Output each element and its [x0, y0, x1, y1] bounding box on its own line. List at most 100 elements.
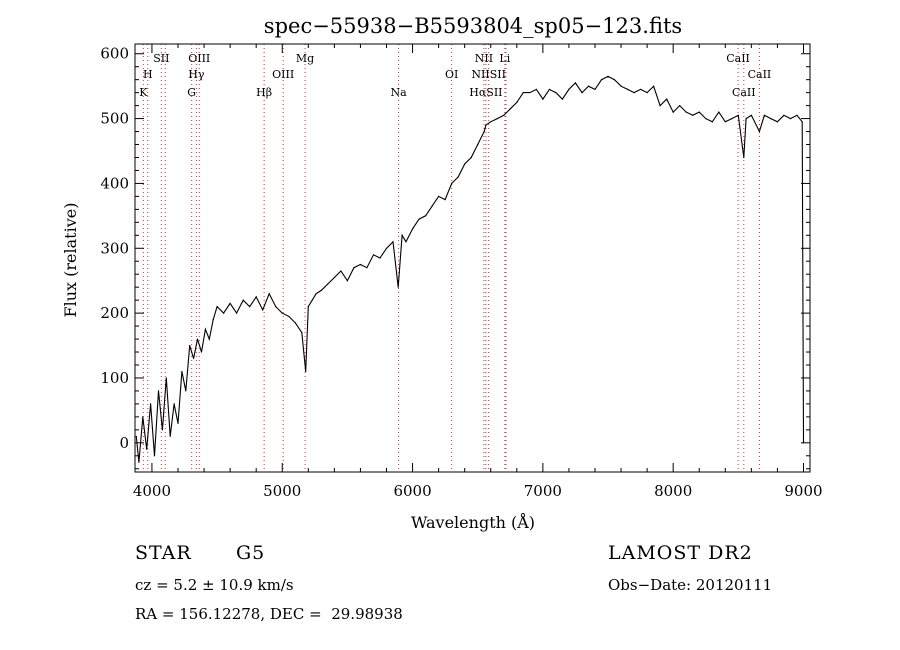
- x-axis-label: Wavelength (Å): [411, 512, 535, 532]
- spectrum-point: [633, 92, 635, 94]
- spectrum-point: [353, 267, 355, 269]
- spectrum-point: [236, 312, 238, 314]
- spectrum-point: [801, 121, 803, 123]
- spectrum-point: [229, 302, 231, 304]
- spectrum-point: [483, 130, 485, 133]
- spectrum-point: [705, 118, 707, 120]
- spectrum-point: [346, 280, 348, 282]
- spectrum-point: [607, 75, 609, 77]
- spectrum-point: [392, 241, 394, 243]
- spectrum-point: [301, 332, 303, 334]
- observation-date: Obs−Date: 20120111: [608, 576, 773, 594]
- spectral-line-label: CaII: [748, 68, 772, 81]
- y-tick-label: 300: [100, 239, 129, 257]
- spectrum-point: [340, 270, 342, 272]
- spectrum-point: [366, 267, 368, 269]
- spectrum-point: [193, 357, 195, 360]
- spectrum-point: [548, 88, 551, 90]
- spectrum-point: [789, 118, 792, 120]
- spectrum-point: [542, 98, 544, 100]
- spectrum-point: [485, 124, 487, 126]
- spectral-line-label: OI: [445, 68, 458, 81]
- object-subclass: G5: [236, 542, 266, 564]
- spectrum-point: [181, 370, 183, 373]
- spectrum-point: [208, 338, 210, 340]
- spectrum-point: [294, 322, 296, 324]
- x-tick-label: 8000: [654, 482, 692, 500]
- spectrum-point: [200, 351, 203, 353]
- y-tick-label: 0: [119, 434, 129, 452]
- spectrum-point: [750, 114, 753, 116]
- x-tick-label: 5000: [263, 482, 301, 500]
- x-tick-label: 4000: [133, 482, 171, 500]
- x-tick-label: 9000: [784, 482, 822, 500]
- spectral-line-label: Hγ: [188, 68, 205, 81]
- spectral-line-label: Hβ: [256, 86, 272, 99]
- spectrum-point: [763, 114, 766, 116]
- spectral-line-label: HαSII: [469, 86, 502, 99]
- plot-frame: [134, 43, 811, 473]
- spectrum-point: [496, 118, 498, 120]
- spectrum-point: [320, 289, 322, 291]
- spectrum-point: [743, 156, 745, 159]
- spectrum-point: [275, 306, 277, 308]
- survey-name: LAMOST DR2: [608, 542, 753, 564]
- spectrum-point: [509, 108, 511, 110]
- spectrum-point: [401, 234, 403, 236]
- spectrum-point: [255, 296, 257, 298]
- spectrum-point: [379, 257, 381, 259]
- spectrum-point: [451, 182, 453, 184]
- spectrum-point: [311, 299, 313, 301]
- spectrum-point: [315, 293, 317, 295]
- spectrum-point: [568, 88, 570, 90]
- spectrum-point: [679, 105, 681, 107]
- spectrum-point: [196, 338, 199, 340]
- spectral-line-label: OIII: [188, 52, 210, 65]
- spectrum-point: [169, 435, 171, 437]
- spectrum-point: [268, 293, 270, 295]
- spectrum-point: [425, 215, 427, 217]
- spectrum-point: [653, 85, 655, 87]
- spectral-line-label: K: [139, 86, 148, 99]
- spectrum-point: [405, 241, 407, 243]
- spectrum-point: [770, 118, 772, 120]
- spectrum-point: [796, 114, 798, 116]
- y-tick-label: 500: [100, 110, 129, 128]
- spectrum-point: [672, 111, 674, 113]
- spectrum-point: [535, 88, 538, 90]
- y-tick-label: 400: [100, 174, 129, 192]
- spectrum-point: [223, 312, 225, 314]
- spectrum-point: [574, 82, 577, 84]
- spectrum-point: [613, 79, 616, 81]
- spectrum-point: [587, 85, 590, 87]
- spectrum-point: [711, 121, 713, 123]
- chart-title: spec−55938−B5593804_sp05−123.fits: [264, 14, 682, 38]
- spectrum-point: [600, 79, 603, 81]
- spectral-line-label: G: [187, 86, 196, 99]
- y-tick-label: 100: [100, 369, 129, 387]
- spectrum-point: [150, 403, 152, 405]
- spectrum-point: [516, 101, 518, 103]
- spectrum-point: [457, 176, 459, 178]
- spectral-line-label: H: [143, 68, 153, 81]
- spectrum-point: [135, 435, 137, 437]
- spectrum-point: [359, 263, 361, 266]
- spectrum-point: [431, 205, 433, 207]
- spectrum-point: [438, 195, 440, 197]
- spectrum-point: [189, 344, 191, 347]
- spectrum-point: [561, 98, 564, 100]
- spectrum-point: [477, 143, 479, 146]
- spectrum-point: [412, 228, 414, 230]
- spectrum-point: [138, 461, 140, 463]
- spectrum-point: [281, 312, 283, 314]
- spectrum-point: [529, 92, 531, 94]
- redshift-velocity: cz = 5.2 ± 10.9 km/s: [135, 576, 294, 594]
- spectrum-point: [333, 276, 335, 279]
- spectrum-point: [620, 85, 622, 87]
- spectrum-point: [216, 306, 218, 308]
- spectrum-point: [745, 118, 747, 120]
- spectrum-point: [594, 88, 596, 90]
- spectrum-point: [470, 156, 472, 159]
